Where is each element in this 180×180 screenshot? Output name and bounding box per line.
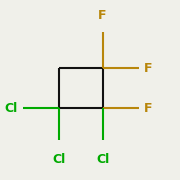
Text: Cl: Cl xyxy=(53,153,66,166)
Text: F: F xyxy=(98,9,107,22)
Text: F: F xyxy=(144,102,152,114)
Text: Cl: Cl xyxy=(5,102,18,114)
Text: Cl: Cl xyxy=(96,153,109,166)
Text: F: F xyxy=(144,62,152,75)
